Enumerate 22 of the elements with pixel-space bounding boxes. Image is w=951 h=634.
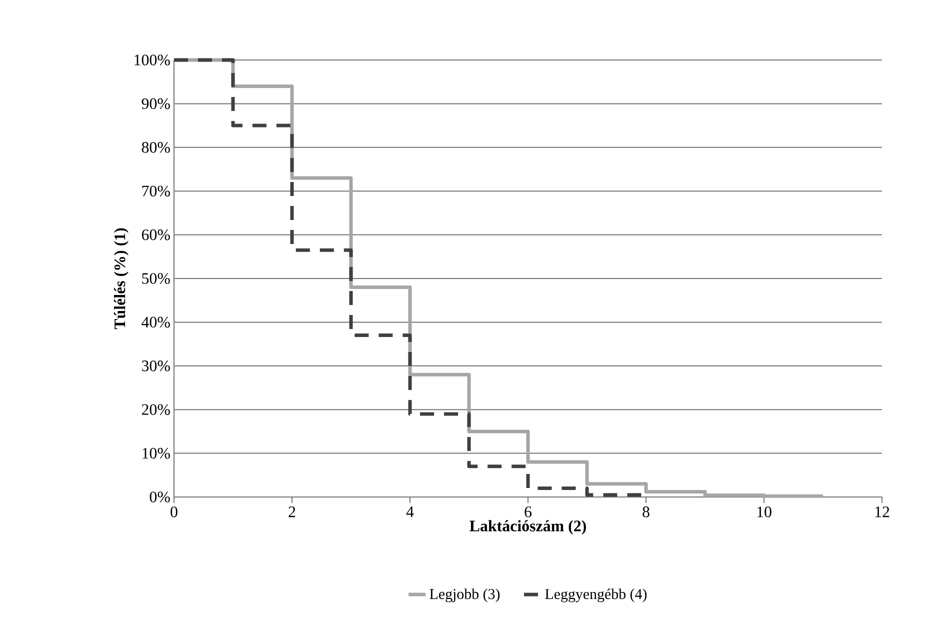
x-tick-label: 8 [642, 506, 650, 518]
x-tick-label: 10 [757, 506, 772, 518]
y-tick-label: 30% [142, 360, 170, 372]
y-tick-label: 50% [142, 273, 170, 284]
y-axis-title: Túlélés (%) (1) [114, 228, 128, 330]
y-tick-label: 80% [142, 142, 170, 153]
legend-label: Leggyengébb (4) [545, 588, 647, 602]
x-tick-label: 4 [406, 506, 414, 518]
y-tick-label: 40% [142, 316, 170, 328]
y-tick-label: 0% [150, 492, 170, 502]
x-tick-label: 2 [288, 506, 296, 518]
y-tick-label: 100% [134, 54, 170, 66]
x-tick-label: 12 [875, 506, 890, 518]
y-tick-label: 60% [142, 229, 170, 240]
legend-label: Legjobb (3) [430, 588, 500, 602]
x-tick-label: 0 [170, 506, 178, 518]
x-axis-title: Laktációszám (2) [470, 520, 586, 535]
y-tick-label: 20% [142, 404, 170, 415]
y-tick-label: 90% [142, 98, 170, 110]
y-tick-label: 70% [142, 186, 170, 196]
x-tick-label: 6 [524, 506, 532, 518]
y-tick-label: 10% [142, 448, 170, 459]
